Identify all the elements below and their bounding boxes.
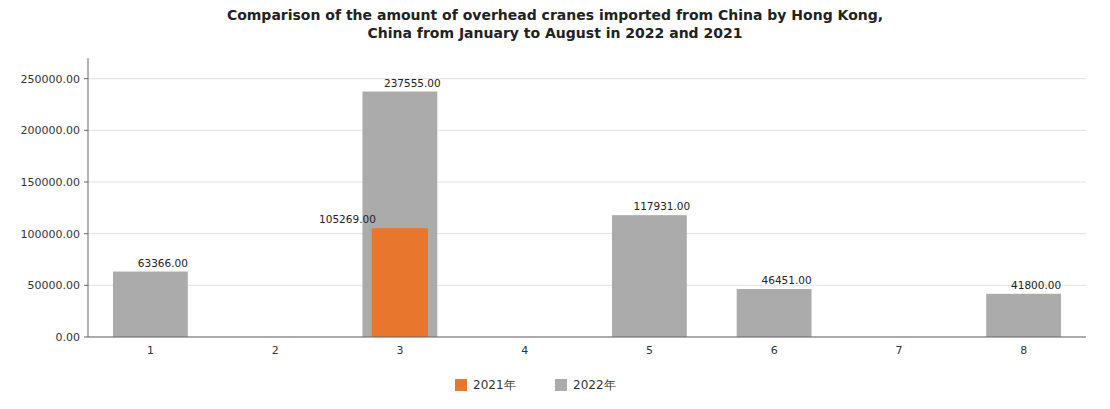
grid xyxy=(88,79,1086,337)
y-tick-label: 250000.00 xyxy=(21,73,81,86)
y-tick-label: 0.00 xyxy=(56,331,81,344)
title-line: China from January to August in 2022 and… xyxy=(368,25,743,41)
x-tick-label: 1 xyxy=(147,344,154,357)
x-tick-label: 4 xyxy=(521,344,528,357)
y-tick-label: 150000.00 xyxy=(21,176,81,189)
x-tick-label: 8 xyxy=(1020,344,1027,357)
page: {"chart_data": { "type": "bar", "title":… xyxy=(0,0,1110,409)
chart-svg: Comparison of the amount of overhead cra… xyxy=(0,0,1110,409)
legend-label: 2022年 xyxy=(573,378,616,392)
bar xyxy=(113,272,188,337)
bars xyxy=(113,92,1061,337)
y-tick-label: 200000.00 xyxy=(21,124,81,137)
data-label: 46451.00 xyxy=(762,274,812,286)
legend: 2021年 2022年 xyxy=(455,378,616,392)
y-tick xyxy=(84,182,88,183)
y-tick xyxy=(84,285,88,286)
bar xyxy=(986,294,1061,337)
grid-line xyxy=(88,285,1086,286)
y-tick xyxy=(84,337,88,338)
y-tick xyxy=(84,233,88,234)
chart-title: Comparison of the amount of overhead cra… xyxy=(227,7,883,41)
data-label: 237555.00 xyxy=(384,77,441,89)
y-tick xyxy=(84,130,88,131)
x-tick-label: 3 xyxy=(396,344,403,357)
y-tick xyxy=(84,78,88,79)
bar xyxy=(372,228,428,337)
y-tick-label: 50000.00 xyxy=(28,279,81,292)
bar xyxy=(737,289,812,337)
y-axis-line xyxy=(88,58,89,337)
grid-line xyxy=(88,337,1086,338)
data-label: 117931.00 xyxy=(633,200,690,212)
grid-line xyxy=(88,130,1086,131)
legend-swatch xyxy=(455,379,467,391)
legend-swatch xyxy=(555,379,567,391)
x-tick-label: 5 xyxy=(646,344,653,357)
title-line: Comparison of the amount of overhead cra… xyxy=(227,7,883,23)
x-axis-line xyxy=(88,337,1086,338)
chart-container: Comparison of the amount of overhead cra… xyxy=(0,0,1110,409)
data-label: 63366.00 xyxy=(138,257,188,269)
grid-line xyxy=(88,182,1086,183)
legend-label: 2021年 xyxy=(473,378,516,392)
x-tick-label: 7 xyxy=(895,344,902,357)
y-tick-label: 100000.00 xyxy=(21,228,81,241)
grid-line xyxy=(88,233,1086,234)
data-label: 105269.00 xyxy=(319,213,376,225)
grid-line xyxy=(88,78,1086,79)
data-label: 41800.00 xyxy=(1011,279,1061,291)
x-tick-label: 6 xyxy=(771,344,778,357)
bar xyxy=(612,215,687,337)
x-tick-label: 2 xyxy=(272,344,279,357)
